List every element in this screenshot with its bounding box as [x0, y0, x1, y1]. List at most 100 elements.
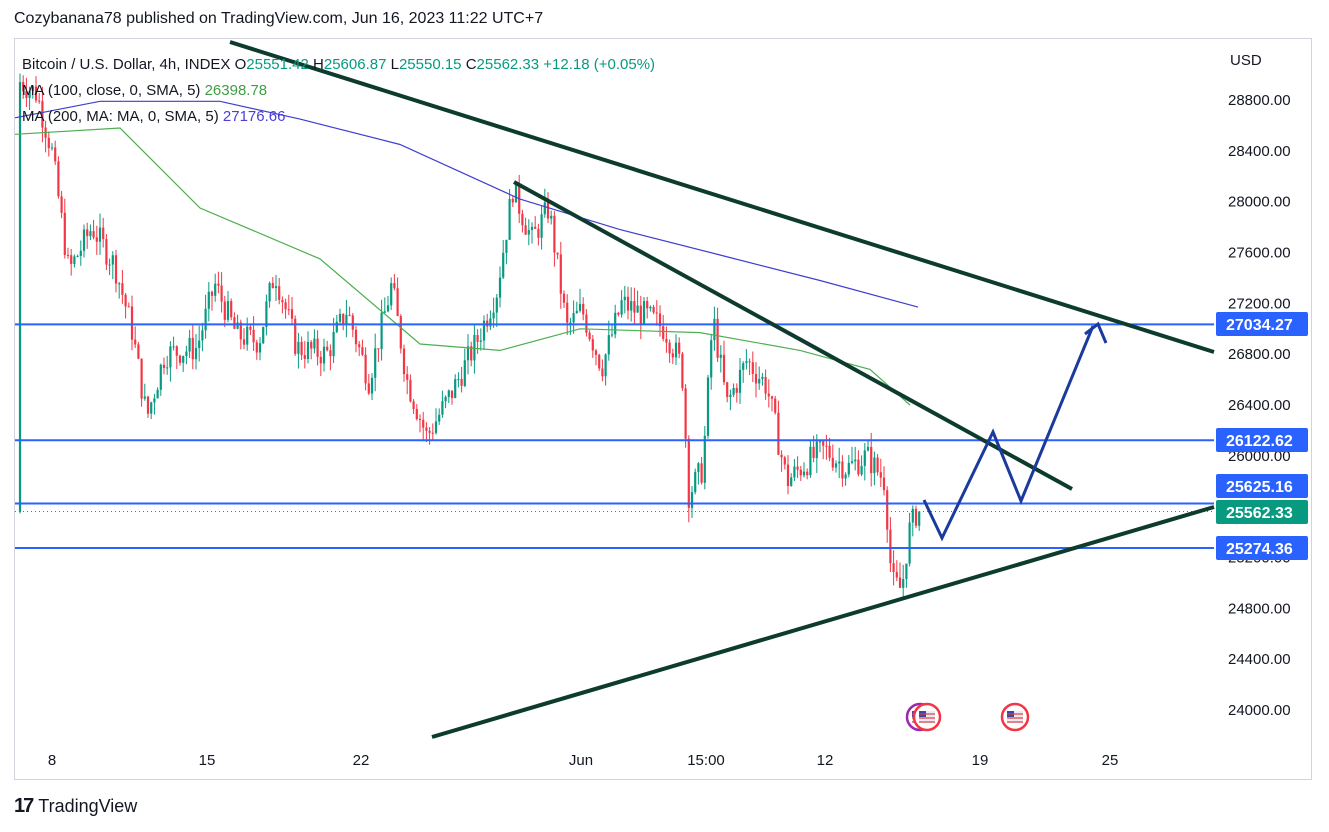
candle-body	[278, 286, 281, 300]
candle-body	[566, 302, 569, 323]
candle-body	[674, 342, 678, 358]
x-tick-label: 25	[1102, 752, 1119, 769]
candle-body	[252, 329, 255, 343]
candle-body	[351, 315, 354, 330]
projection-arrowhead	[1084, 321, 1108, 344]
y-tick-label: 26800.00	[1228, 346, 1291, 363]
candle-body	[54, 147, 57, 162]
candle-body	[450, 390, 454, 398]
candle-body	[335, 321, 338, 332]
candle-body	[22, 82, 25, 92]
candle-body	[710, 340, 713, 378]
candle-body	[92, 231, 95, 238]
candle-body	[860, 465, 863, 475]
level-27034-label: 27034.27	[1226, 317, 1293, 334]
candle-body	[690, 492, 694, 508]
candle-body	[758, 378, 761, 384]
currency-label: USD	[1230, 52, 1262, 69]
candle-body	[294, 318, 297, 354]
candle-body	[633, 301, 636, 313]
candle-body	[214, 283, 217, 296]
legend-close-label: C	[465, 56, 477, 73]
last-price-badge	[1216, 500, 1308, 524]
candle-body	[511, 198, 514, 203]
candle-body	[671, 353, 674, 358]
candle-body	[95, 237, 98, 242]
legend-symbol[interactable]: Bitcoin / U.S. Dollar, 4h, INDEX	[22, 56, 231, 73]
candle-body	[479, 340, 482, 342]
candle-body	[780, 454, 783, 458]
candle-body	[422, 419, 425, 428]
candle-body	[841, 461, 844, 479]
candle-body	[364, 354, 367, 384]
candle-body	[697, 463, 700, 472]
candle-body	[457, 378, 460, 380]
candle-body	[390, 283, 393, 306]
candle-body	[806, 471, 809, 476]
candle-body	[402, 348, 406, 375]
candle-body	[265, 301, 268, 327]
candle-body	[732, 387, 735, 395]
y-tick-label: 27200.00	[1228, 295, 1291, 312]
candle-body	[895, 571, 898, 578]
y-tick-label: 26400.00	[1228, 397, 1291, 414]
candle-body	[121, 283, 124, 295]
candle-body	[444, 396, 447, 402]
legend-ma200-row[interactable]: MA (200, MA: MA, 0, SMA, 5) 27176.66	[22, 104, 655, 130]
candle-body	[578, 303, 582, 311]
candle-body	[111, 255, 114, 265]
candle-body	[918, 511, 921, 526]
candle-body	[652, 306, 655, 313]
candle-body	[786, 464, 790, 486]
candle-body	[495, 297, 498, 313]
moving-averages-layer	[14, 100, 919, 406]
candle-body	[543, 202, 546, 215]
candle-body	[66, 254, 70, 256]
candle-body	[34, 86, 38, 101]
candle-body	[28, 91, 31, 99]
candle-body	[630, 301, 633, 311]
candle-body	[748, 361, 751, 363]
footer-brand-text: TradingView	[38, 796, 138, 816]
candle-body	[815, 441, 818, 459]
candle-body	[902, 578, 905, 588]
candle-body	[802, 471, 806, 476]
x-tick-label: Jun	[569, 752, 593, 769]
publisher-line: Cozybanana78 published on TradingView.co…	[14, 10, 544, 27]
candle-body	[687, 438, 690, 508]
ma200-line	[14, 100, 919, 308]
candle-body	[348, 314, 351, 316]
candle-body	[678, 342, 681, 354]
candle-body	[281, 299, 284, 303]
candle-body	[226, 301, 230, 320]
candle-body	[79, 250, 82, 256]
candle-body	[799, 469, 802, 476]
candle-body	[598, 354, 601, 369]
y-tick-label: 24400.00	[1228, 651, 1291, 668]
candle-body	[175, 346, 178, 356]
candle-body	[524, 225, 527, 235]
candle-body	[102, 227, 105, 240]
candle-body	[793, 466, 796, 478]
price-axis: 28800.00 28400.00 28000.00 27600.00 27200.00…	[1228, 92, 1291, 719]
candle-body	[182, 355, 185, 363]
candle-body	[18, 82, 22, 512]
legend-ma100-row[interactable]: MA (100, close, 0, SMA, 5) 26398.78	[22, 78, 655, 104]
chart-legend: Bitcoin / U.S. Dollar, 4h, INDEX O25551.…	[22, 52, 655, 130]
candle-body	[662, 326, 665, 339]
candle-body	[185, 351, 188, 356]
candle-body	[428, 430, 431, 433]
candle-body	[313, 338, 316, 349]
legend-high: 25606.87	[323, 56, 387, 73]
candle-body	[834, 463, 838, 468]
candle-body	[290, 309, 294, 319]
candle-body	[124, 294, 127, 307]
level-25625-label: 25625.16	[1226, 479, 1293, 496]
candle-body	[239, 322, 242, 340]
candle-body	[774, 398, 777, 413]
candle-body	[777, 412, 780, 455]
candle-body	[751, 362, 754, 374]
candle-body	[854, 459, 857, 462]
candle-body	[729, 394, 732, 397]
